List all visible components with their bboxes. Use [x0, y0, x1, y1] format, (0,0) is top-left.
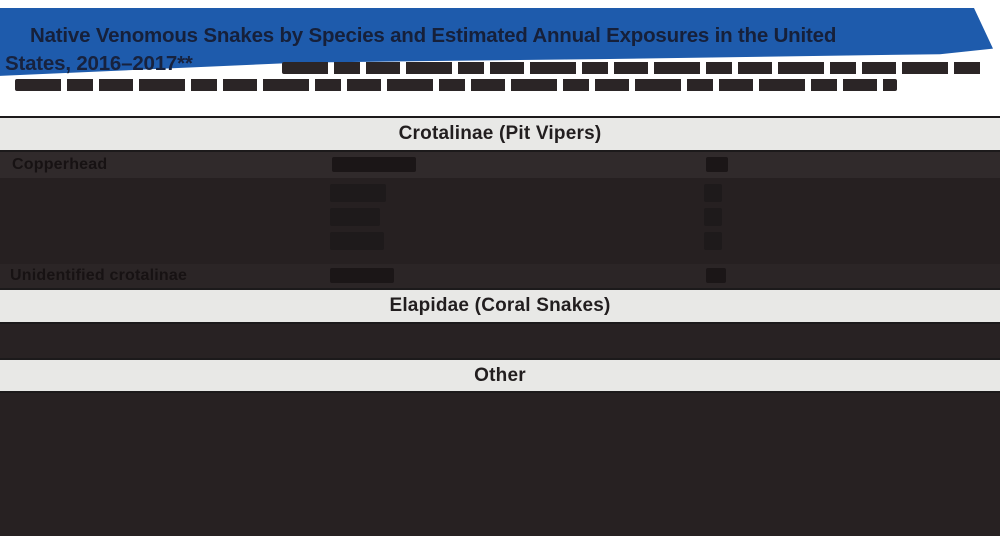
section-header-elapidae: Elapidae (Coral Snakes) — [0, 290, 1000, 322]
crotalinae-last-row: Unidentified crotalinae — [0, 264, 1000, 288]
crotalinae-first-row-label: Copperhead — [12, 156, 108, 173]
rule-above-crotalinae — [0, 116, 1000, 118]
rule-below-other-bar — [0, 391, 1000, 393]
section-header-elapidae-label: Elapidae (Coral Snakes) — [389, 295, 611, 316]
rule-below-elapidae-bar — [0, 322, 1000, 324]
section-header-other-label: Other — [474, 364, 526, 386]
crotalinae-first-row-value2-blob — [706, 157, 728, 172]
number-column-blob — [330, 184, 386, 202]
rule-above-elapidae — [0, 288, 1000, 290]
crotalinae-last-row-label: Unidentified crotalinae — [10, 267, 188, 284]
number-column-blob — [330, 208, 380, 226]
other-table-band — [0, 393, 1000, 536]
crotalinae-last-row-value-blob — [330, 268, 394, 283]
table-title-line1: Native Venomous Snakes by Species and Es… — [30, 24, 837, 47]
illegible-footnote-line-1 — [282, 62, 984, 74]
number-column-blob — [330, 232, 384, 250]
crotalinae-table-band: Copperhead Unidentified crotalinae — [0, 152, 1000, 288]
number-column-blob — [704, 232, 722, 250]
section-header-crotalinae: Crotalinae (Pit Vipers) — [0, 118, 1000, 150]
crotalinae-last-row-value2-blob — [706, 268, 726, 283]
elapidae-table-band — [0, 324, 1000, 358]
section-header-other: Other — [0, 360, 1000, 391]
crotalinae-first-row: Copperhead — [0, 152, 1000, 178]
illegible-footnote-line-2 — [15, 79, 897, 91]
table-title-line2: States, 2016–2017** — [5, 52, 193, 75]
rule-below-crotalinae-bar — [0, 150, 1000, 152]
section-header-crotalinae-label: Crotalinae (Pit Vipers) — [398, 123, 602, 144]
number-column-blob — [704, 208, 722, 226]
rule-above-other — [0, 358, 1000, 360]
number-column-blob — [704, 184, 722, 202]
crotalinae-first-row-value-blob — [332, 157, 416, 172]
